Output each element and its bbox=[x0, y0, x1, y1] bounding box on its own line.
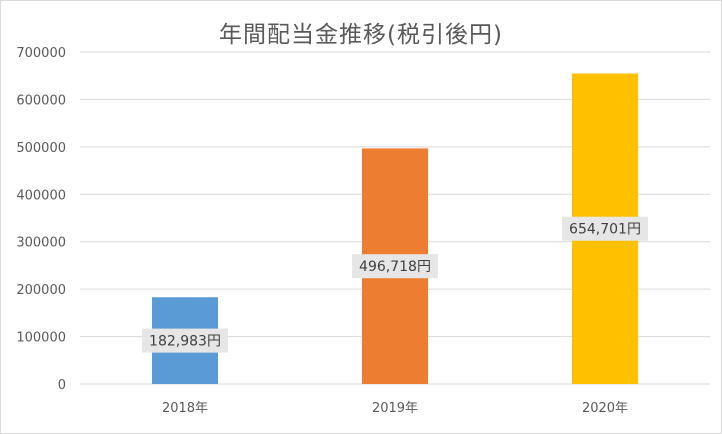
data-label-box-1 bbox=[352, 254, 438, 279]
x-category-label-1: 2019年 bbox=[372, 401, 418, 416]
y-tick-label-2: 200000 bbox=[16, 283, 66, 298]
data-label-box-2 bbox=[562, 216, 648, 241]
data-labels: 182,983円 496,718円 654,701円 bbox=[142, 216, 648, 353]
y-tick-label-1: 100000 bbox=[16, 331, 66, 346]
data-label-0: 182,983円 bbox=[149, 334, 221, 350]
y-tick-label-3: 300000 bbox=[16, 236, 66, 251]
y-tick-label-7: 700000 bbox=[16, 46, 66, 61]
y-tick-label-0: 0 bbox=[58, 378, 66, 393]
data-label-2: 654,701円 bbox=[569, 222, 641, 238]
y-axis: 0 100000 200000 300000 400000 500000 600000 700… bbox=[16, 46, 66, 393]
y-tick-label-6: 600000 bbox=[16, 93, 66, 108]
data-label-box-0 bbox=[142, 328, 228, 353]
x-category-label-2: 2020年 bbox=[582, 401, 628, 416]
x-category-label-0: 2018年 bbox=[162, 401, 208, 416]
chart-title: 年間配当金推移(税引後円) bbox=[219, 22, 503, 48]
data-label-1: 496,718円 bbox=[359, 259, 431, 275]
y-tick-label-4: 400000 bbox=[16, 188, 66, 203]
y-tick-label-5: 500000 bbox=[16, 141, 66, 156]
x-axis: 2018年 2019年 2020年 bbox=[162, 401, 628, 416]
